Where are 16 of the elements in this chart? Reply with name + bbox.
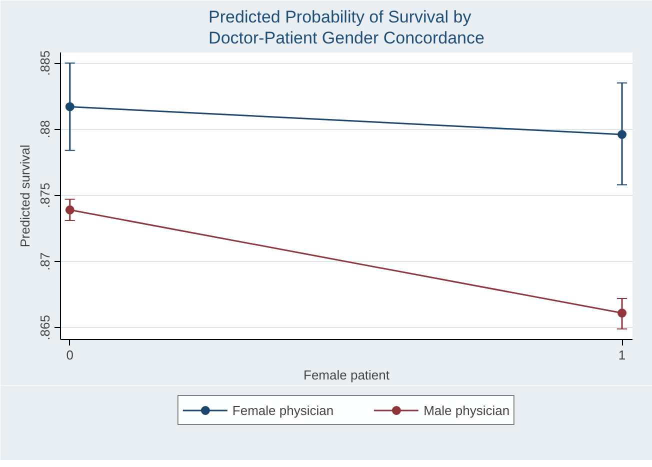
y-tick-label: .865 xyxy=(38,314,52,340)
y-tick-label: .875 xyxy=(38,182,52,208)
y-axis-title: Predicted survival xyxy=(18,144,32,248)
x-axis-title: Female patient xyxy=(304,368,390,382)
x-tick-label: 0 xyxy=(66,348,74,362)
y-tick-label: .885 xyxy=(38,50,52,76)
point xyxy=(618,130,627,139)
chart-title: Predicted Probability of Survival by Doctor-Patient Gender Concordance xyxy=(208,8,484,48)
point xyxy=(65,205,74,214)
legend-label: Female physician xyxy=(232,402,334,418)
legend-label: Male physician xyxy=(424,402,510,418)
x-tick-label: 1 xyxy=(618,348,626,362)
point xyxy=(618,308,627,318)
y-tick-label: .87 xyxy=(38,252,52,271)
point xyxy=(65,102,74,112)
y-tick-label: .88 xyxy=(38,120,52,138)
